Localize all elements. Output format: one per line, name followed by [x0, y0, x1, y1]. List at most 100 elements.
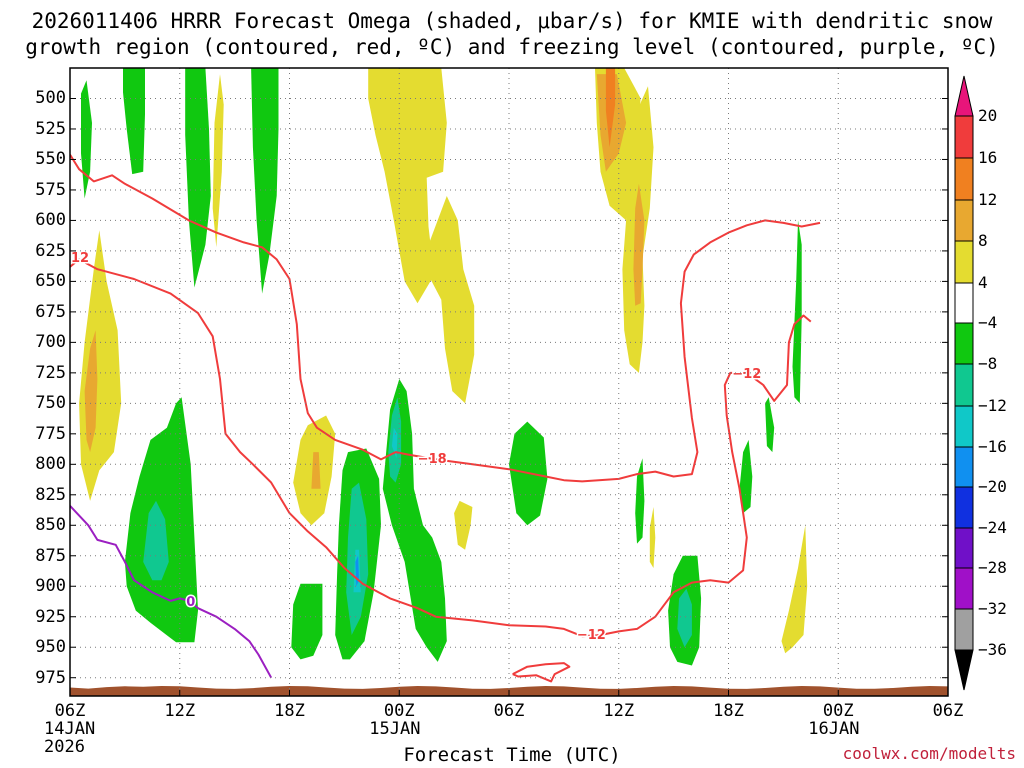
y-tick-label: 950 [35, 637, 66, 658]
x-tick-label: 06Z [493, 701, 525, 721]
x-date-label: 16JAN [808, 719, 860, 739]
omega-region-10 [311, 452, 321, 489]
omega-region-32 [739, 439, 753, 514]
colorbar-bin-5 [954, 282, 974, 324]
colorbar-bin-1 [954, 115, 974, 159]
plot-area: −12 −18 −12 −12 0 [60, 68, 948, 696]
omega-region-27 [633, 183, 645, 306]
colorbar-label: −32 [978, 599, 1007, 618]
y-tick-label: 900 [35, 576, 66, 597]
colorbar-bin-bottom [954, 649, 974, 691]
y-tick-label: 875 [35, 545, 66, 566]
omega-region-3 [251, 68, 279, 294]
colorbar-label: −20 [978, 477, 1007, 496]
omega-region-35 [781, 525, 808, 654]
omega-region-33 [765, 397, 775, 453]
omega-region-26 [605, 68, 616, 148]
omega-region-20 [391, 427, 398, 459]
y-tick-label: 700 [35, 332, 66, 353]
colorbar-bin-top [954, 75, 974, 117]
colorbar-label: −16 [978, 437, 1007, 456]
y-tick-label: 800 [35, 454, 66, 475]
contour-3 [70, 505, 273, 679]
omega-region-0 [81, 80, 92, 199]
colorbar-bin-9 [954, 446, 974, 488]
y-tick-label: 500 [35, 88, 66, 109]
x-tick-label: 12Z [164, 701, 196, 721]
y-tick-label: 925 [35, 606, 66, 627]
x-tick-label: 00Z [822, 701, 854, 721]
contour-label-3: −12 [732, 367, 761, 382]
omega-region-1 [123, 68, 145, 175]
x-tick-label: 18Z [274, 701, 305, 721]
y-tick-label: 725 [35, 362, 66, 383]
x-tick-label: 18Z [713, 701, 744, 721]
y-tick-label: 975 [35, 667, 66, 688]
x-tick-label: 12Z [603, 701, 635, 721]
x-axis-title: Forecast Time (UTC) [403, 744, 621, 766]
contour-label-1: −18 [418, 452, 447, 467]
omega-region-31 [677, 588, 692, 648]
x-tick-label: 06Z [932, 701, 964, 721]
colorbar-label: −12 [978, 396, 1007, 415]
x-date-label: 15JAN [369, 719, 421, 739]
colorbar-label: 12 [978, 190, 998, 209]
colorbar-label: −36 [978, 640, 1007, 659]
colorbar-label: −8 [978, 354, 998, 373]
omega-region-8 [143, 500, 169, 581]
credit-link[interactable]: coolwx.com/modelts [842, 744, 1016, 763]
colorbar-bin-8 [954, 405, 974, 448]
omega-region-11 [368, 68, 447, 304]
omega-region-13 [291, 583, 323, 660]
omega-region-21 [454, 500, 473, 550]
colorbar-bin-4 [954, 240, 974, 284]
chart-title-line-1: 2026011406 HRRR Forecast Omega (shaded, … [31, 9, 993, 33]
contour-0 [70, 258, 812, 638]
y-tick-label: 600 [35, 210, 66, 231]
colorbar-label: −28 [978, 558, 1007, 577]
colorbar-bin-7 [954, 363, 974, 407]
y-tick-label: 575 [35, 179, 66, 200]
colorbar-label: 16 [978, 148, 998, 167]
y-tick-label: 650 [35, 271, 66, 292]
y-tick-label: 675 [35, 301, 66, 322]
colorbar-label: 20 [978, 106, 998, 125]
y-tick-label: 525 [35, 118, 66, 139]
omega-region-6 [84, 330, 98, 453]
omega-region-2 [185, 68, 211, 288]
y-tick-label: 750 [35, 393, 66, 414]
colorbar-label: 8 [978, 231, 988, 250]
y-tick-label: 850 [35, 515, 66, 536]
y-tick-label: 775 [35, 423, 66, 444]
colorbar-bin-13 [954, 608, 974, 651]
contour-label-0: −12 [60, 251, 89, 266]
colorbar-bin-2 [954, 157, 974, 201]
y-tick-label: 825 [35, 484, 66, 505]
contour-1 [70, 154, 821, 483]
colorbar-bin-10 [954, 486, 974, 529]
x-date-label: 14JAN [44, 719, 96, 739]
omega-region-28 [635, 458, 645, 544]
omega-region-34 [792, 220, 802, 404]
omega-region-29 [649, 507, 656, 568]
x-tick-label: 06Z [54, 701, 86, 721]
contour-2 [512, 662, 571, 683]
contour-label-4: 0 [186, 595, 195, 610]
y-tick-label: 625 [35, 240, 66, 261]
colorbar-bin-11 [954, 527, 974, 569]
colorbar-bin-3 [954, 199, 974, 242]
colorbar-label: −4 [978, 313, 998, 332]
chart-title-line-2: growth region (contoured, red, ºC) and f… [25, 35, 999, 59]
colorbar-bin-6 [954, 322, 974, 365]
omega-region-12 [428, 196, 475, 404]
colorbar [954, 75, 974, 691]
colorbar-bin-12 [954, 567, 974, 610]
x-tick-label: 00Z [383, 701, 415, 721]
omega-region-4 [212, 74, 224, 248]
y-tick-label: 550 [35, 149, 66, 170]
colorbar-label: 4 [978, 273, 988, 292]
contour-label-2: −12 [577, 628, 606, 643]
colorbar-label: −24 [978, 518, 1007, 537]
x-date-label: 2026 [44, 737, 85, 757]
